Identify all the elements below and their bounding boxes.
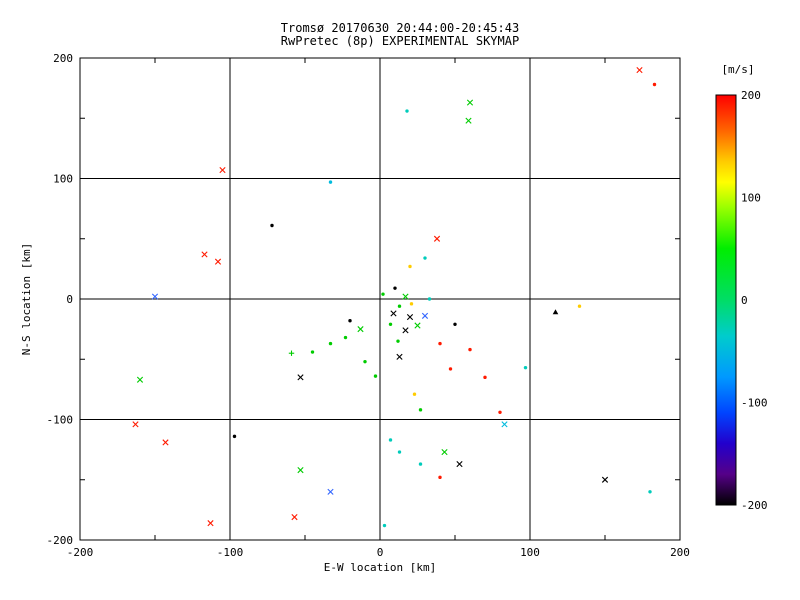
marker-x [465, 117, 472, 124]
marker-dot [393, 286, 397, 290]
marker-dot [418, 462, 423, 466]
marker-dot [373, 374, 378, 378]
marker-dot [388, 438, 393, 442]
marker-x [402, 293, 409, 300]
plot-title-line1: Tromsø 20170630 20:44:00-20:45:43 [280, 21, 520, 35]
marker-x [297, 374, 304, 381]
marker-x [433, 235, 441, 242]
y-tick-label: -200 [47, 534, 74, 547]
colorbar-tick-label: -200 [741, 499, 768, 512]
colorbar-gradient [715, 94, 737, 506]
plot-title-line2: RwPretec (8p) EXPERIMENTAL SKYMAP [280, 34, 520, 48]
marker-dot [412, 392, 417, 396]
marker-dot [382, 523, 387, 528]
marker-dot [270, 223, 274, 228]
grid-layer [79, 57, 681, 541]
colorbar-tick-label: -100 [741, 397, 768, 410]
marker-x [327, 488, 334, 495]
marker-dot [498, 410, 502, 414]
marker-x [396, 353, 403, 360]
marker-dot [397, 450, 402, 454]
y-axis-title: N-S location [km] [20, 243, 33, 356]
marker-dot [523, 365, 528, 370]
label-layer: -200 -100 0 100 200 -200 -100 0 100 200 E-W locati… [20, 52, 690, 574]
marker-dot [418, 408, 423, 412]
marker-x [162, 439, 169, 446]
marker-dot [648, 490, 652, 494]
scatter-points-layer [132, 66, 657, 528]
x-tick-label: 0 [377, 546, 384, 559]
marker-x [421, 312, 429, 319]
marker-dot [438, 341, 442, 346]
marker-dot [448, 367, 453, 371]
marker-dot [577, 304, 582, 308]
colorbar: 200 100 0 -100 -200 [m/s] [715, 63, 768, 512]
marker-dot [453, 322, 457, 327]
marker-dot [423, 256, 427, 260]
marker-x [291, 514, 298, 521]
marker-dot [343, 335, 348, 340]
marker-x [501, 421, 508, 428]
marker-dot [397, 304, 402, 308]
marker-x [357, 326, 364, 333]
marker-dot [405, 109, 409, 113]
marker-dot [652, 82, 657, 87]
x-axis-title: E-W location [km] [324, 561, 437, 574]
marker-x [201, 251, 208, 258]
marker-dot [408, 264, 412, 269]
marker-x [136, 376, 144, 383]
marker-dot [232, 434, 237, 439]
marker-dot [348, 318, 352, 323]
y-tick-label: 200 [53, 52, 73, 65]
marker-x [151, 293, 159, 300]
marker-x [297, 467, 304, 474]
marker-x [219, 166, 226, 174]
marker-dot [388, 322, 393, 327]
frame-layer [79, 57, 681, 541]
plot-frame [79, 57, 681, 541]
x-tick-label: 100 [520, 546, 540, 559]
marker-dot [363, 359, 367, 364]
marker-dot [396, 339, 400, 343]
marker-x [456, 460, 463, 468]
marker-x [214, 258, 222, 265]
colorbar-tick-label: 200 [741, 89, 761, 102]
marker-dot [328, 341, 333, 346]
marker-x [207, 520, 214, 527]
marker-triangle [552, 309, 559, 315]
colorbar-title: [m/s] [721, 63, 754, 76]
marker-x [414, 322, 421, 329]
marker-x [406, 313, 414, 321]
marker-dot [328, 180, 333, 184]
marker-dot [427, 297, 432, 301]
marker-dot [483, 375, 487, 380]
x-tick-label: -200 [67, 546, 94, 559]
marker-dot [310, 350, 315, 354]
x-tick-label: -100 [217, 546, 244, 559]
marker-dot [381, 292, 385, 296]
y-tick-label: -100 [47, 414, 74, 427]
marker-x [390, 310, 397, 317]
marker-x [402, 327, 409, 334]
marker-x [636, 66, 643, 74]
marker-dot [468, 347, 472, 352]
marker-x [601, 476, 609, 483]
marker-x [132, 421, 139, 428]
x-tick-label: 200 [670, 546, 690, 559]
plot-titles: Tromsø 20170630 20:44:00-20:45:43 RwPret… [0, 22, 800, 48]
y-tick-label: 100 [53, 173, 73, 186]
colorbar-tick-label: 100 [741, 192, 761, 205]
marker-x [466, 99, 474, 106]
marker-x [441, 448, 448, 456]
marker-dot [438, 475, 442, 480]
colorbar-tick-label: 0 [741, 294, 748, 307]
marker-dot [409, 302, 414, 306]
y-tick-label: 0 [66, 293, 73, 306]
